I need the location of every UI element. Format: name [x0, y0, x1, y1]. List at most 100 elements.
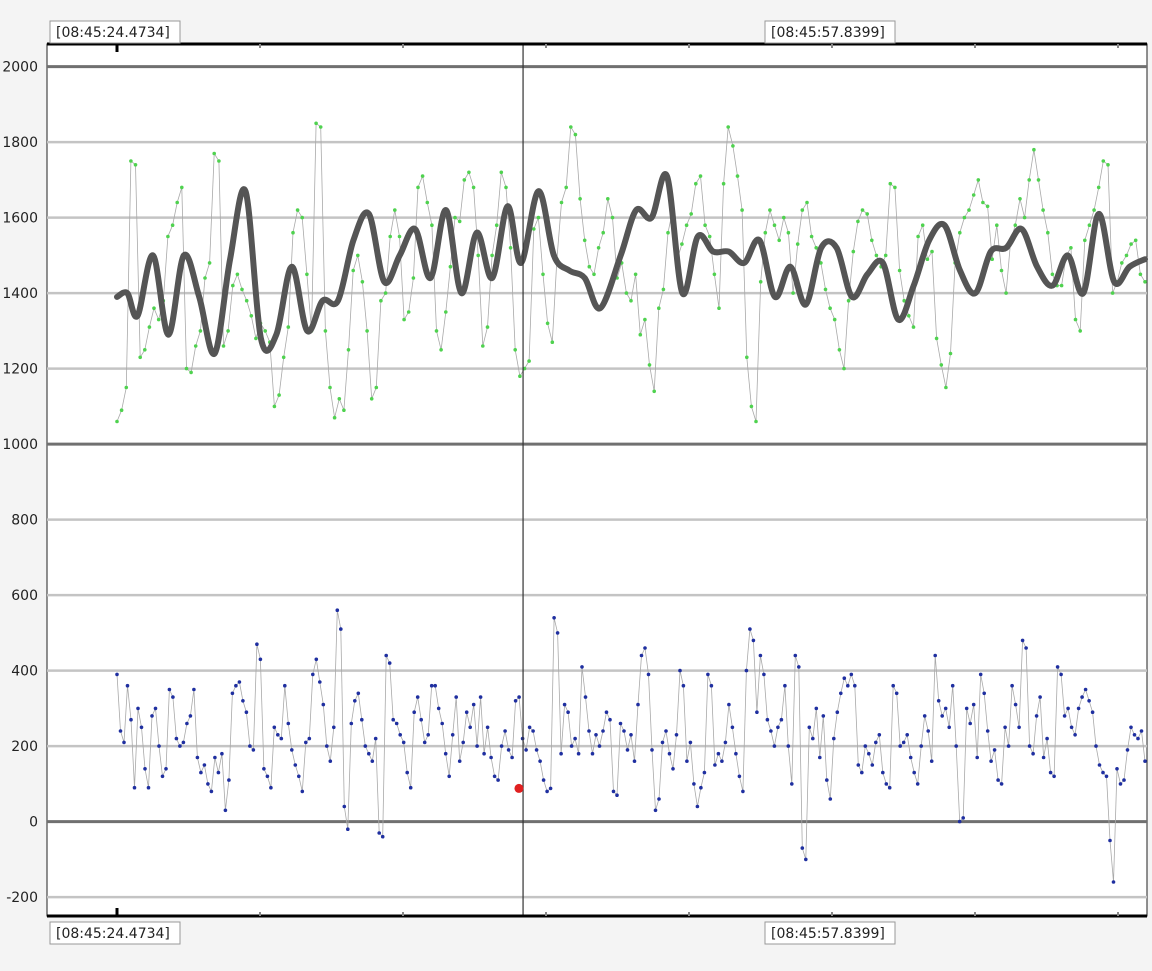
upper-point-215	[1110, 291, 1115, 295]
lower-point-238	[947, 725, 951, 730]
lower-point-171	[713, 763, 717, 767]
upper-point-148	[800, 208, 805, 212]
lower-point-139	[601, 729, 605, 733]
lower-point-234	[933, 653, 937, 658]
upper-point-194	[1013, 223, 1018, 227]
lower-point-1	[118, 729, 123, 733]
lower-point-162	[681, 683, 686, 688]
lower-point-182	[751, 638, 756, 643]
lower-point-237	[943, 706, 948, 711]
upper-point-168	[893, 185, 897, 190]
y-axis-ticks: -200 0 200 400 600 800 1000 1200 1400 1600 1800 200…	[2, 60, 38, 906]
lower-point-145	[622, 729, 626, 733]
upper-point-47	[332, 415, 337, 420]
lower-point-16	[171, 695, 175, 699]
lower-point-161	[678, 668, 682, 673]
lower-point-167	[699, 785, 703, 790]
upper-point-19	[203, 276, 207, 280]
upper-point-166	[883, 253, 888, 258]
upper-point-167	[888, 181, 893, 186]
upper-point-98	[569, 125, 573, 129]
lower-point-34	[234, 683, 238, 688]
upper-point-174	[920, 223, 925, 227]
lower-point-226	[905, 733, 909, 737]
lower-point-140	[604, 710, 609, 714]
lower-point-270	[1059, 672, 1063, 677]
upper-point-132	[726, 125, 730, 129]
upper-point-138	[754, 419, 758, 424]
upper-point-35	[277, 393, 281, 397]
lower-point-151	[643, 646, 647, 650]
upper-point-128	[707, 234, 712, 239]
ytick-label-1800: 1800	[2, 135, 38, 151]
lower-point-131	[573, 736, 577, 741]
upper-point-50	[346, 348, 351, 352]
lower-point-104	[478, 695, 483, 699]
lower-point-35	[237, 680, 242, 684]
lower-point-229	[915, 782, 920, 786]
upper-point-18	[198, 329, 203, 333]
upper-point-183	[962, 215, 967, 220]
lower-point-99	[461, 740, 466, 745]
upper-point-48	[337, 397, 342, 401]
lower-point-274	[1073, 733, 1077, 737]
lower-point-224	[898, 744, 902, 748]
lower-point-294	[1143, 759, 1147, 763]
upper-point-214	[1106, 163, 1110, 167]
upper-point-131	[721, 181, 726, 186]
lower-point-244	[968, 721, 972, 726]
upper-point-30	[254, 336, 258, 341]
selected-point-marker[interactable]	[514, 783, 524, 793]
lower-point-90	[429, 683, 434, 688]
upper-point-115	[647, 363, 652, 367]
lower-point-153	[650, 748, 654, 752]
upper-point-37	[286, 325, 291, 329]
lower-point-71	[363, 744, 368, 748]
lower-point-198	[807, 725, 812, 730]
lower-point-265	[1041, 755, 1046, 760]
upper-point-142	[772, 223, 777, 227]
lower-point-19	[181, 740, 186, 745]
upper-point-220	[1133, 238, 1138, 243]
upper-point-182	[958, 230, 962, 235]
lower-point-101	[468, 725, 473, 730]
upper-point-79	[481, 344, 485, 348]
upper-point-39	[295, 208, 300, 212]
lower-point-275	[1076, 706, 1081, 711]
lower-point-207	[839, 691, 843, 696]
upper-point-16	[189, 370, 193, 375]
lower-point-282	[1101, 770, 1105, 775]
upper-point-63	[406, 310, 411, 314]
upper-point-151	[814, 246, 818, 250]
lower-point-239	[950, 683, 955, 688]
upper-point-73	[453, 215, 457, 220]
lower-point-196	[800, 846, 805, 850]
upper-point-106	[606, 197, 610, 201]
upper-point-1	[119, 408, 124, 413]
lower-point-132	[576, 751, 581, 756]
lower-point-179	[741, 789, 745, 794]
upper-point-176	[930, 249, 934, 254]
upper-point-118	[661, 287, 666, 292]
lower-point-64	[339, 627, 343, 631]
upper-point-171	[907, 314, 911, 318]
lower-point-141	[608, 717, 612, 722]
upper-point-201	[1046, 230, 1050, 235]
upper-point-103	[592, 272, 596, 277]
lower-point-242	[961, 816, 965, 820]
upper-point-29	[249, 314, 254, 318]
lower-point-252	[996, 778, 1000, 782]
upper-point-13	[175, 200, 179, 205]
lower-point-56	[311, 672, 315, 677]
upper-point-139	[758, 280, 763, 284]
lower-point-118	[527, 725, 532, 730]
upper-point-125	[694, 181, 698, 186]
lower-point-10	[150, 714, 154, 718]
lower-point-202	[821, 714, 826, 718]
upper-point-200	[1041, 208, 1045, 212]
lower-point-272	[1066, 706, 1070, 711]
lower-point-288	[1122, 778, 1126, 782]
upper-point-208	[1078, 329, 1082, 333]
lower-point-49	[286, 721, 291, 726]
lower-point-129	[566, 710, 570, 714]
